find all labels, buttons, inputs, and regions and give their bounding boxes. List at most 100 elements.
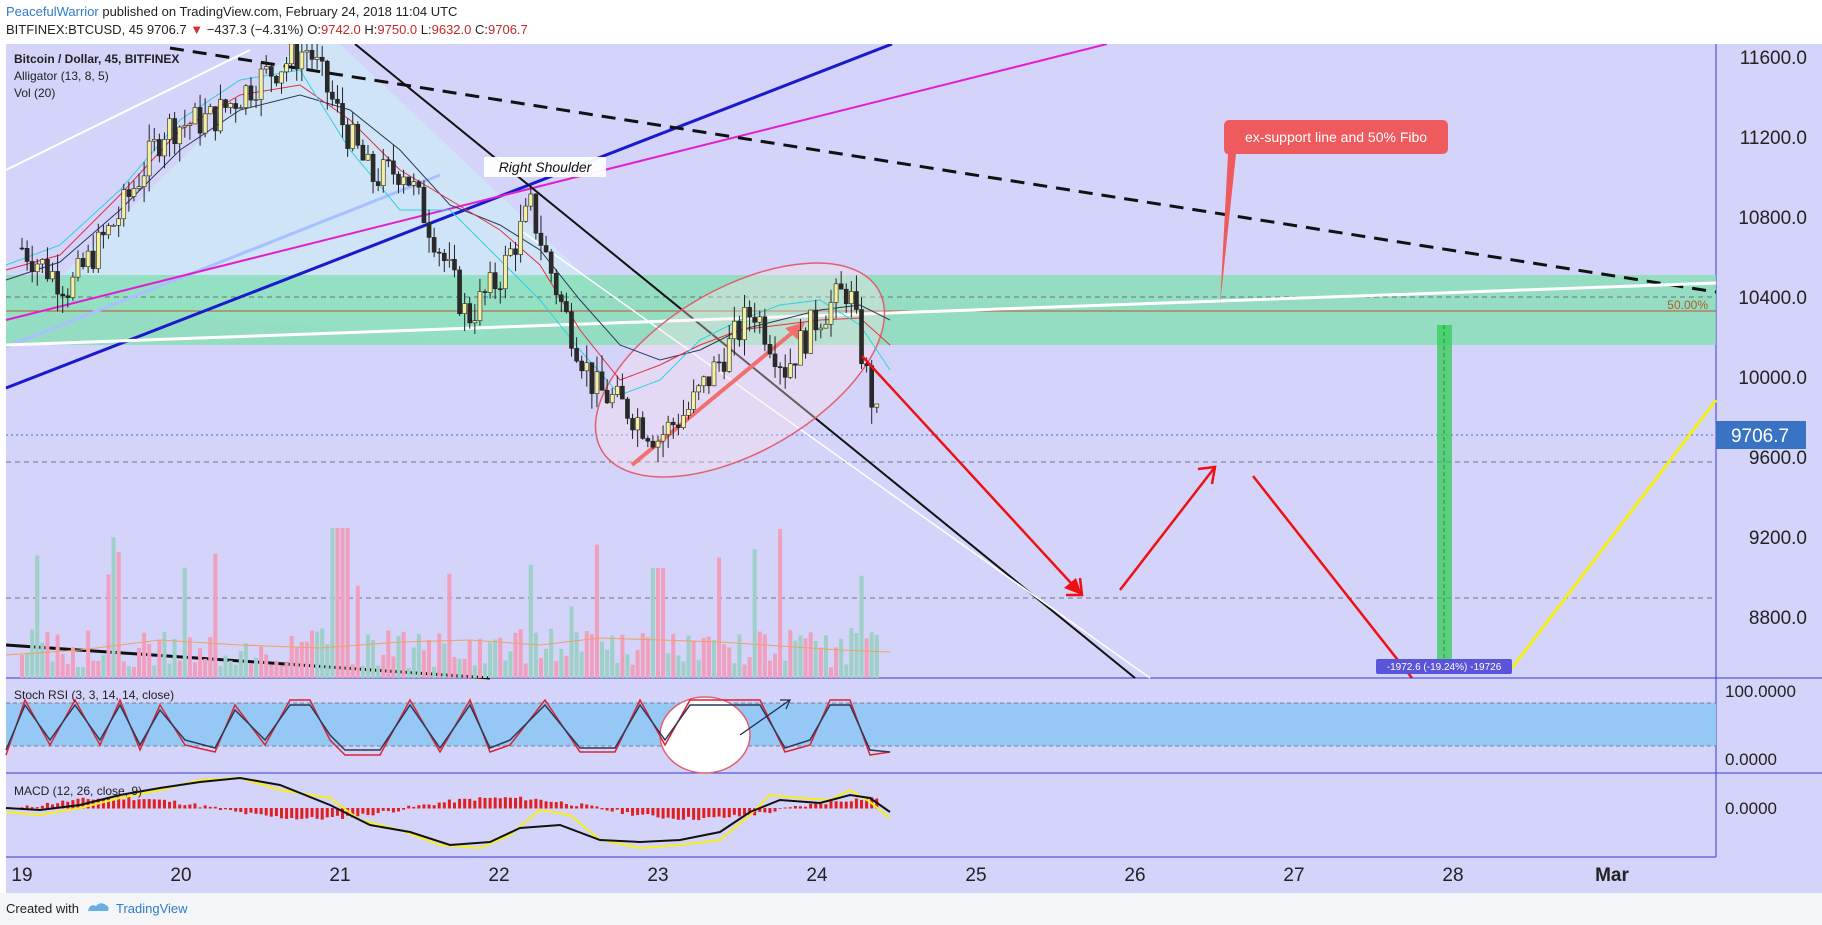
candle-body — [141, 175, 147, 187]
candle-body — [472, 320, 478, 324]
candle-body — [319, 56, 325, 62]
volume-bar — [615, 662, 620, 678]
volume-bar — [172, 638, 177, 678]
volume-bar — [284, 662, 289, 678]
macd-hist-bar — [636, 808, 640, 815]
macd-hist-bar — [860, 800, 864, 809]
time-tick-label: 26 — [1124, 865, 1145, 886]
candle-body — [553, 273, 559, 296]
price-axis[interactable] — [1716, 44, 1822, 857]
candle-body — [711, 361, 717, 387]
candle-body — [569, 311, 574, 349]
open-value: 9742.0 — [320, 22, 361, 37]
volume-bar — [605, 649, 610, 678]
volume-bar — [96, 661, 101, 678]
macd-hist-bar — [605, 808, 609, 811]
tradingview-link[interactable]: TradingView — [116, 901, 188, 916]
volume-bar — [645, 637, 650, 678]
macd-hist-bar — [529, 799, 533, 809]
volume-bar — [40, 642, 45, 678]
macd-hist-bar — [804, 806, 808, 809]
time-axis[interactable] — [6, 857, 1822, 893]
macd-hist-bar — [702, 808, 706, 818]
volume-bar — [783, 660, 788, 678]
macd-hist-bar — [585, 804, 589, 809]
candle-body — [172, 118, 177, 145]
macd-hist-bar — [198, 807, 202, 809]
candle-body — [421, 186, 427, 224]
candle-body — [436, 251, 442, 254]
macd-tick-0: 0.0000 — [1725, 799, 1777, 818]
volume-bar — [289, 635, 294, 678]
macd-hist-bar — [122, 799, 126, 809]
candle-body — [386, 159, 391, 162]
candle-body — [207, 106, 213, 115]
macd-hist-bar — [661, 808, 665, 819]
candle-body — [676, 424, 681, 428]
volume-bar — [299, 641, 304, 678]
macd-hist-bar — [773, 808, 777, 812]
macd-hist-bar — [239, 808, 243, 813]
candle-body — [151, 139, 157, 142]
macd-hist-bar — [432, 805, 436, 809]
macd-line — [5, 776, 891, 847]
measure-label: -1972.6 (-19.24%) -19726 — [1387, 662, 1502, 673]
trendline-white-down — [519, 229, 1151, 679]
macd-hist-bar — [310, 808, 314, 817]
macd-hist-bar — [514, 797, 518, 809]
volume-bar — [452, 657, 457, 678]
volume-bar — [569, 606, 574, 678]
candle-body — [111, 225, 116, 227]
volume-bar — [55, 634, 60, 678]
candle-body — [192, 107, 198, 125]
candle-body — [60, 293, 66, 297]
candle-body — [243, 85, 249, 108]
macd-hist-bar — [554, 802, 558, 809]
candle-body — [85, 250, 91, 268]
volume-bar — [192, 662, 197, 678]
macd-hist-bar — [651, 808, 655, 816]
volume-bar — [101, 654, 106, 678]
macd-hist-bar — [671, 808, 675, 819]
macd-hist-bar — [595, 806, 599, 809]
volume-bar — [818, 647, 823, 678]
macd-hist-bar — [127, 797, 131, 809]
macd-hist-bar — [676, 808, 680, 820]
macd-hist-bar — [234, 808, 238, 812]
macd-hist-bar — [188, 804, 192, 809]
macd-hist-bar — [717, 808, 721, 817]
macd-hist-bar — [61, 800, 65, 809]
author-link[interactable]: PeacefulWarrior — [6, 4, 99, 19]
candle-body — [462, 303, 467, 314]
volume-bar — [640, 633, 645, 678]
macd-hist-bar — [697, 808, 701, 821]
volume-bar — [340, 528, 345, 678]
macd-hist-bar — [402, 808, 406, 810]
macd-hist-bar — [503, 797, 507, 809]
macd-hist-bar — [519, 796, 523, 809]
macd-hist-bar — [559, 801, 563, 809]
chart-canvas[interactable]: -1972.6 (-19.24%) -19726 50.00% Right Sh… — [0, 44, 1822, 893]
volume-bar — [35, 555, 40, 678]
candle-body — [640, 417, 646, 439]
macd-hist-bar — [320, 808, 324, 820]
time-ticks: 19 20 21 22 23 24 25 26 27 28 Mar — [11, 865, 1629, 886]
volume-bar — [757, 631, 762, 678]
macd-hist-bar — [137, 799, 141, 809]
candle-body — [34, 263, 40, 273]
candle-body — [452, 258, 457, 271]
candle-body — [335, 98, 340, 104]
macd-hist-bar — [422, 804, 426, 809]
candle-body — [487, 272, 493, 293]
candle-body — [599, 371, 605, 391]
candle-body — [574, 348, 579, 362]
macd-hist-bar — [325, 808, 329, 818]
macd-hist-bar — [285, 808, 289, 819]
macd-hist-bar — [452, 802, 456, 809]
volume-bar — [416, 633, 421, 678]
macd-hist-bar — [483, 797, 487, 809]
tradingview-logo-icon[interactable] — [86, 899, 110, 915]
high-label: H: — [364, 22, 378, 37]
candle-body — [40, 259, 45, 265]
candle-body — [492, 272, 498, 290]
